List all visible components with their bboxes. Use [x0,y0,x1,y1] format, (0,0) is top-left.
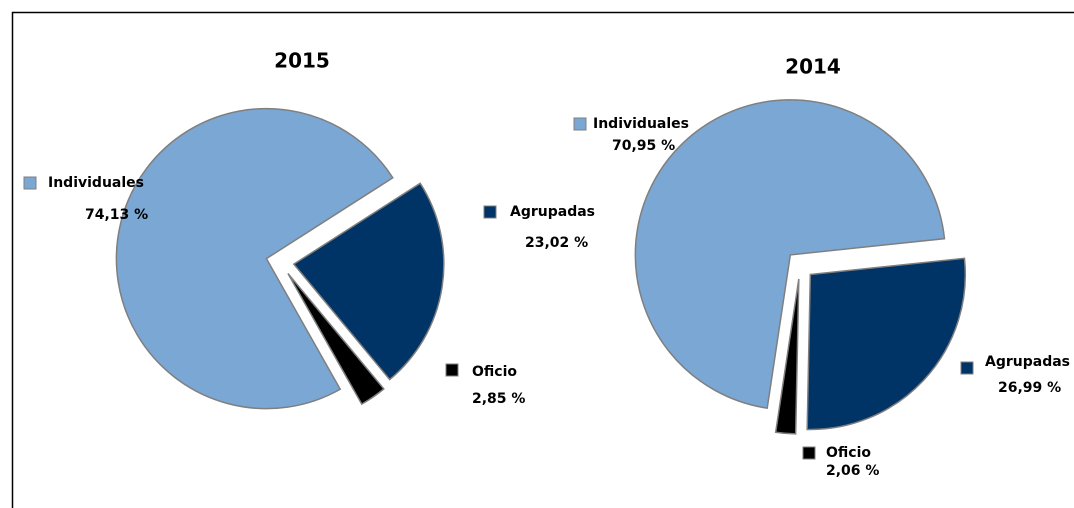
pie-slice [634,99,946,410]
pie-slice [806,257,967,431]
chart-title: 2014 [785,55,841,79]
data-label: 70,95 % [612,138,675,154]
data-label: 74,13 % [85,207,148,223]
legend-swatch [445,363,459,377]
data-label: 2,85 % [472,391,525,407]
legend-swatch [960,361,974,375]
pie-slice [115,107,394,410]
legend-swatch [23,176,37,190]
frame [11,11,1074,508]
data-label: 26,99 % [998,380,1061,396]
legend-swatch [573,117,587,131]
data-label: 2,06 % [826,463,879,479]
pie-slice [292,182,445,381]
slice-name: Agrupadas [985,354,1070,370]
pie-slice [287,273,385,406]
slice-name: Individuales [593,116,689,132]
legend-swatch [483,205,497,219]
data-label: 23,02 % [525,235,588,251]
pie-slice [774,278,800,435]
chart-title: 2015 [274,49,330,73]
slice-name: Individuales [48,175,144,191]
slice-name: Oficio [472,364,517,380]
slice-name: Agrupadas [510,204,595,220]
slice-name: Oficio [826,445,871,461]
legend-swatch [802,446,816,460]
